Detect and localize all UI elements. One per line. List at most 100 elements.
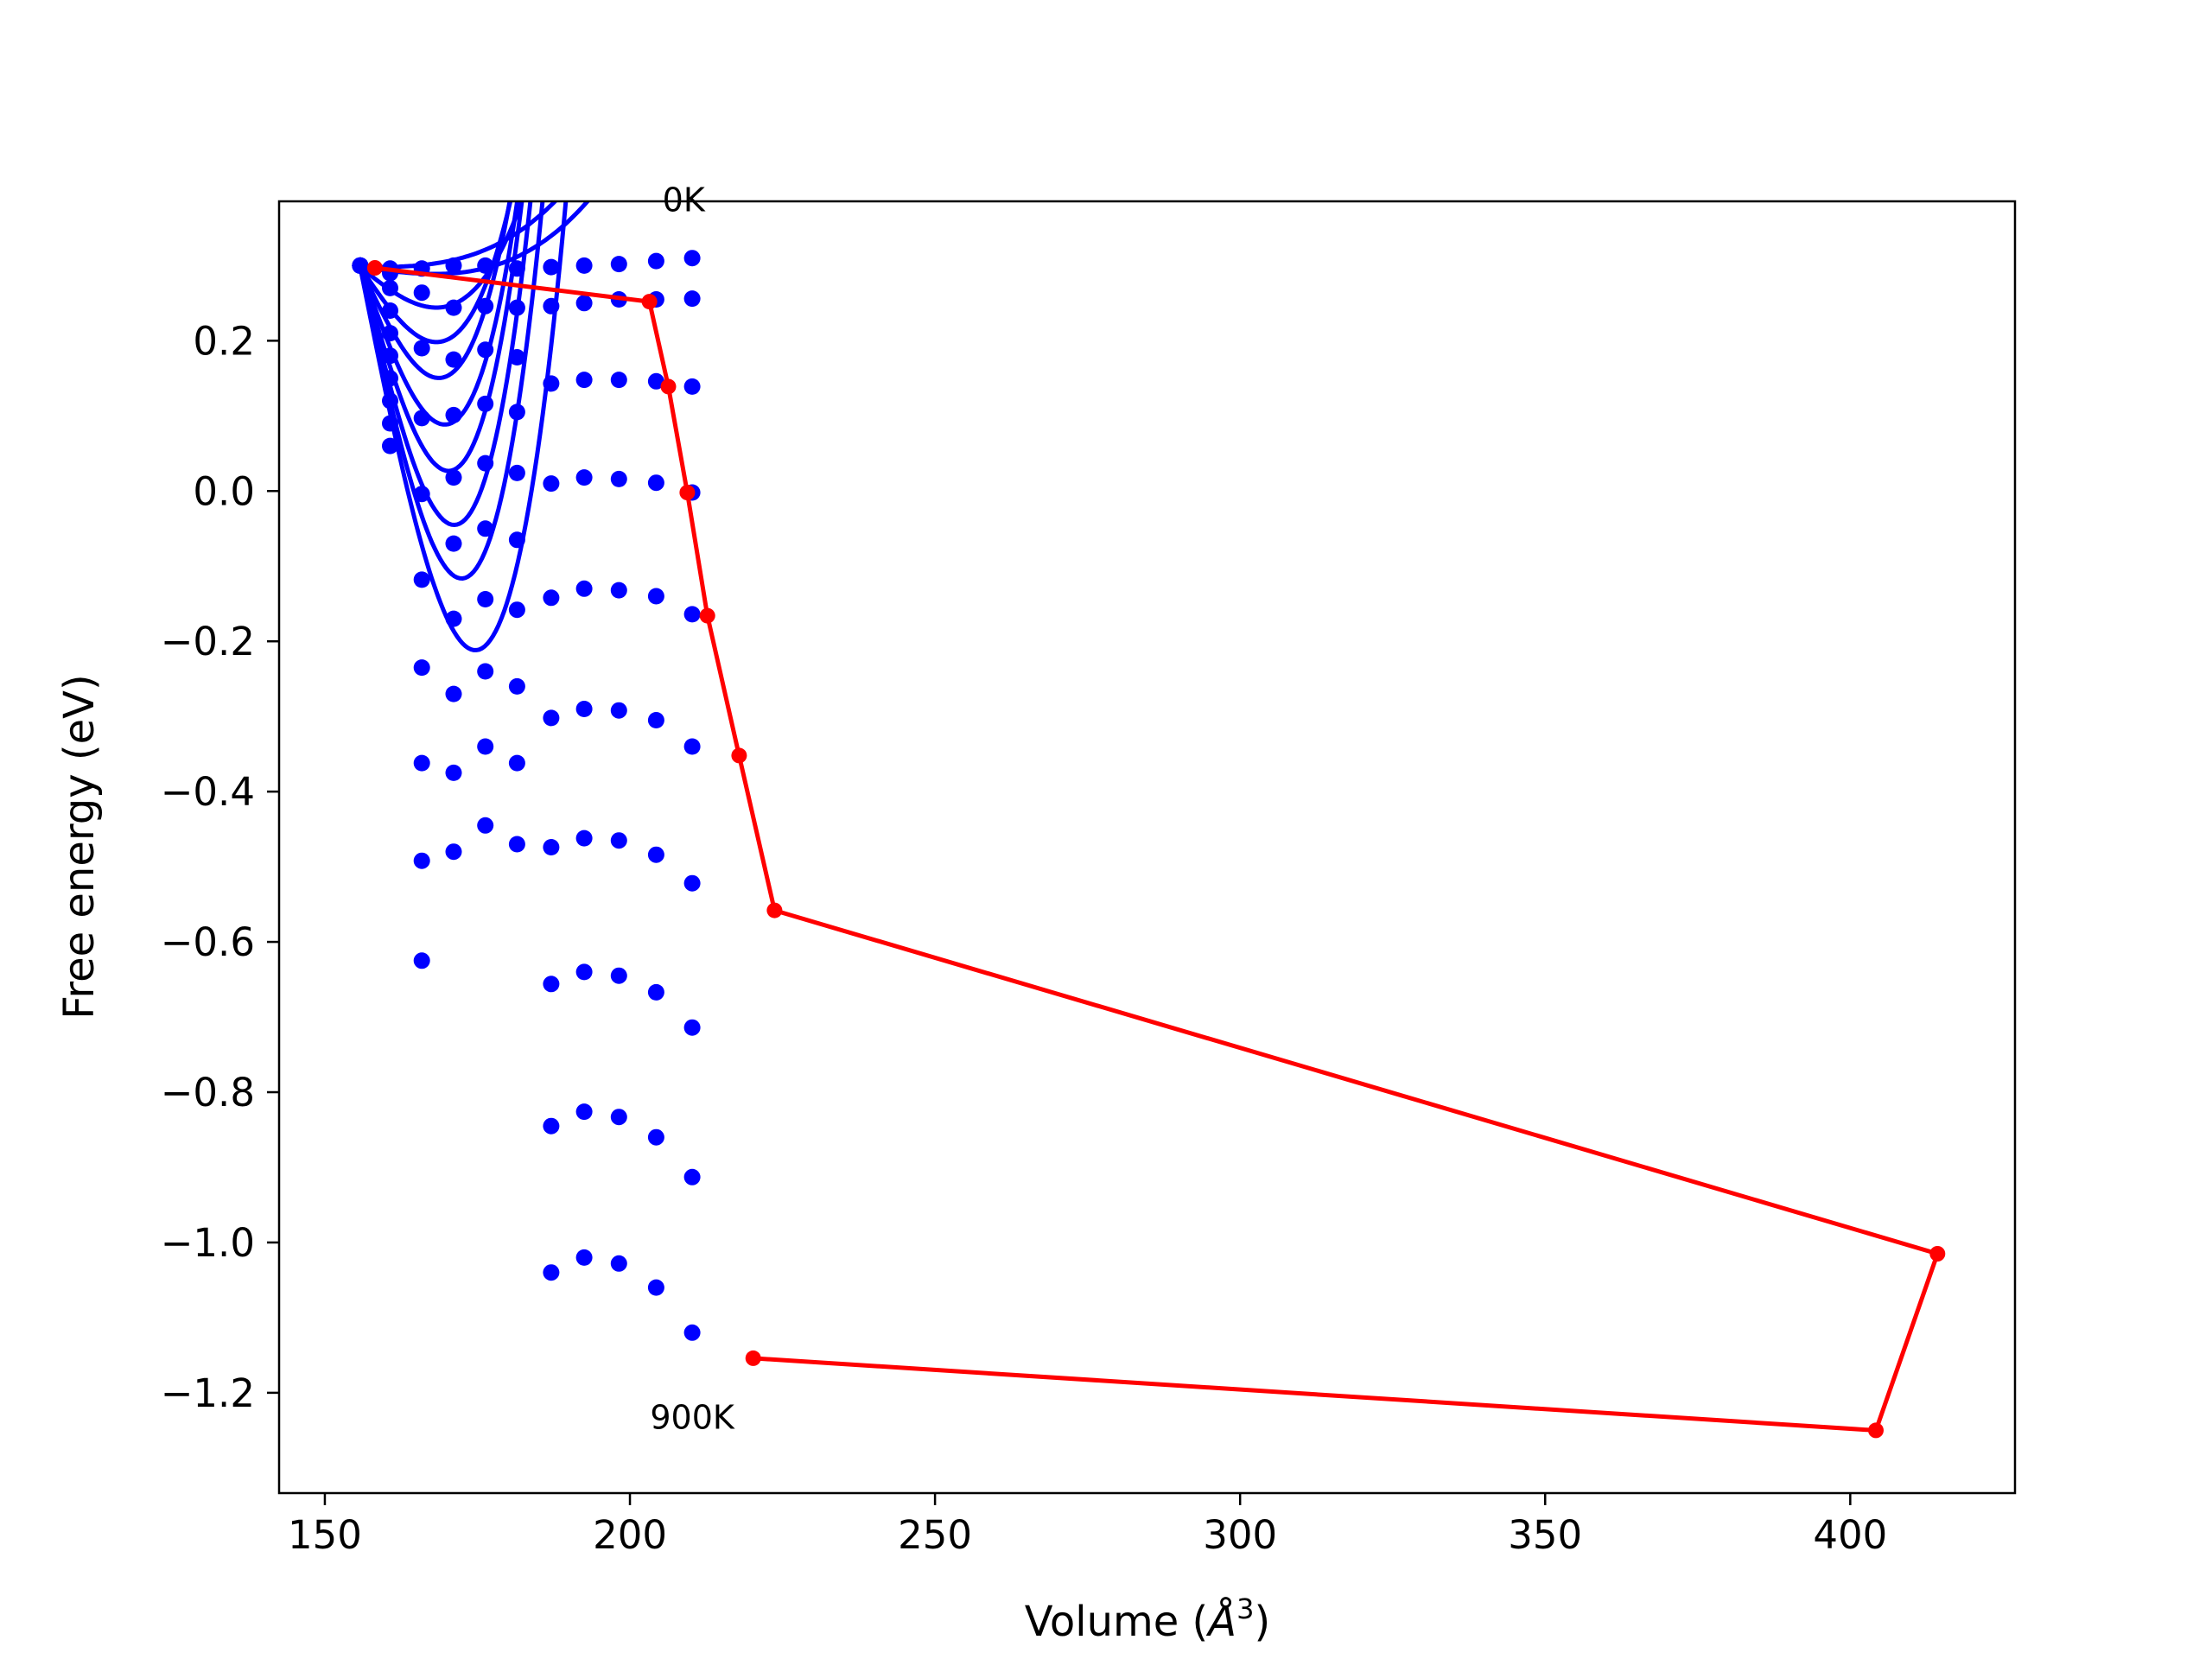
y-tick-label: 0.0 <box>193 468 255 514</box>
isotherm-point <box>683 874 701 892</box>
isotherm-point <box>647 983 664 1001</box>
annotation-900k: 900K <box>650 1399 735 1437</box>
minimum-path-line <box>374 265 1940 1433</box>
isotherm-point <box>445 406 462 423</box>
isotherm-point <box>683 1324 701 1341</box>
isotherm-point <box>477 738 494 755</box>
isotherm-point <box>477 817 494 834</box>
isotherm-point <box>575 469 593 486</box>
isotherm-point <box>445 685 462 702</box>
isotherm-points <box>352 250 701 1341</box>
isotherm-point <box>413 284 430 302</box>
x-axis-label-prefix: Volume ( <box>1025 1598 1209 1646</box>
isotherm-point <box>647 712 664 728</box>
isotherm-point <box>575 295 593 312</box>
y-tick-label: −0.8 <box>161 1070 255 1116</box>
isotherm-point <box>575 1103 593 1121</box>
isotherm-point <box>508 677 525 695</box>
isotherm-point <box>445 469 462 486</box>
isotherm-point <box>543 709 560 727</box>
y-axis-label: Free energy (eV) <box>55 674 104 1019</box>
y-tick-label: −0.4 <box>161 769 255 815</box>
isotherm-point <box>445 843 462 861</box>
isotherm-point <box>382 437 398 454</box>
isotherm-point <box>610 832 627 849</box>
minimum-path-point <box>731 747 747 764</box>
annotation-0k: 0K <box>663 181 706 219</box>
x-tick-label: 400 <box>1813 1512 1887 1558</box>
isotherm-curve-2 <box>359 201 524 310</box>
minimum-path-point <box>766 902 783 918</box>
isotherm-point <box>647 372 664 390</box>
isotherm-point <box>575 701 593 717</box>
isotherm-point <box>508 260 525 277</box>
isotherm-point <box>610 702 627 719</box>
isotherm-point <box>543 475 560 493</box>
isotherm-point <box>683 378 701 395</box>
x-axis: 150 200 250 300 350 400 <box>288 1493 1887 1558</box>
isotherm-curve-3 <box>358 201 513 345</box>
isotherm-point <box>477 341 494 359</box>
isotherm-point <box>683 290 701 308</box>
isotherm-point <box>683 606 701 623</box>
minimum-path-point <box>679 485 696 500</box>
x-axis-label-exponent: 3 <box>1236 1592 1254 1625</box>
isotherm-point <box>382 347 398 365</box>
isotherm-point <box>477 520 494 537</box>
isotherm-point <box>445 351 462 368</box>
isotherm-point <box>610 582 627 599</box>
isotherm-point <box>575 372 593 389</box>
isotherm-point <box>508 836 525 853</box>
x-tick-label: 300 <box>1203 1512 1277 1558</box>
x-tick-label: 350 <box>1508 1512 1582 1558</box>
x-axis-label-suffix: ) <box>1254 1598 1270 1646</box>
isotherm-point <box>413 659 430 677</box>
isotherm-point <box>413 486 430 503</box>
isotherm-point <box>647 846 664 863</box>
isotherm-point <box>543 375 560 392</box>
minimum-path-point <box>366 260 383 276</box>
isotherm-point <box>445 764 462 781</box>
minimum-path <box>366 260 1946 1439</box>
x-tick-label: 200 <box>593 1512 667 1558</box>
isotherm-point <box>543 258 560 276</box>
y-tick-label: 0.2 <box>193 318 255 364</box>
isotherm-point <box>508 349 525 365</box>
isotherm-point <box>683 250 701 267</box>
isotherm-point <box>413 410 430 427</box>
isotherm-point <box>683 1168 701 1185</box>
x-tick-label: 250 <box>898 1512 972 1558</box>
isotherm-point <box>413 571 430 588</box>
y-tick-label: −0.6 <box>161 919 255 965</box>
isotherm-point <box>382 302 398 319</box>
isotherm-point <box>382 279 398 296</box>
plot-frame <box>277 200 2017 1495</box>
isotherm-point <box>413 852 430 869</box>
isotherm-point <box>575 963 593 981</box>
y-tick-label: −0.2 <box>161 619 255 664</box>
isotherm-point <box>477 257 494 274</box>
isotherm-point <box>477 395 494 412</box>
isotherm-curve-5 <box>358 201 520 427</box>
minimum-path-point <box>699 607 715 624</box>
isotherm-point <box>477 663 494 680</box>
minimum-path-point <box>641 294 658 310</box>
isotherm-point <box>610 372 627 389</box>
isotherm-point <box>543 589 560 607</box>
isotherm-point <box>477 591 494 607</box>
isotherm-point <box>610 1109 627 1126</box>
isotherm-point <box>543 1117 560 1135</box>
isotherm-point <box>445 535 462 552</box>
isotherm-point <box>647 474 664 492</box>
isotherm-point <box>508 464 525 481</box>
isotherm-point <box>647 252 664 270</box>
isotherm-point <box>477 297 494 315</box>
minimum-path-point <box>745 1350 761 1366</box>
isotherm-point <box>508 531 525 549</box>
minimum-path-point <box>1929 1246 1946 1262</box>
isotherm-point <box>413 952 430 969</box>
isotherm-point <box>575 1249 593 1266</box>
y-axis: 0.2 0.0 −0.2 −0.4 −0.6 −0.8 −1.0 −1.2 <box>161 318 279 1416</box>
isotherm-point <box>382 415 398 432</box>
